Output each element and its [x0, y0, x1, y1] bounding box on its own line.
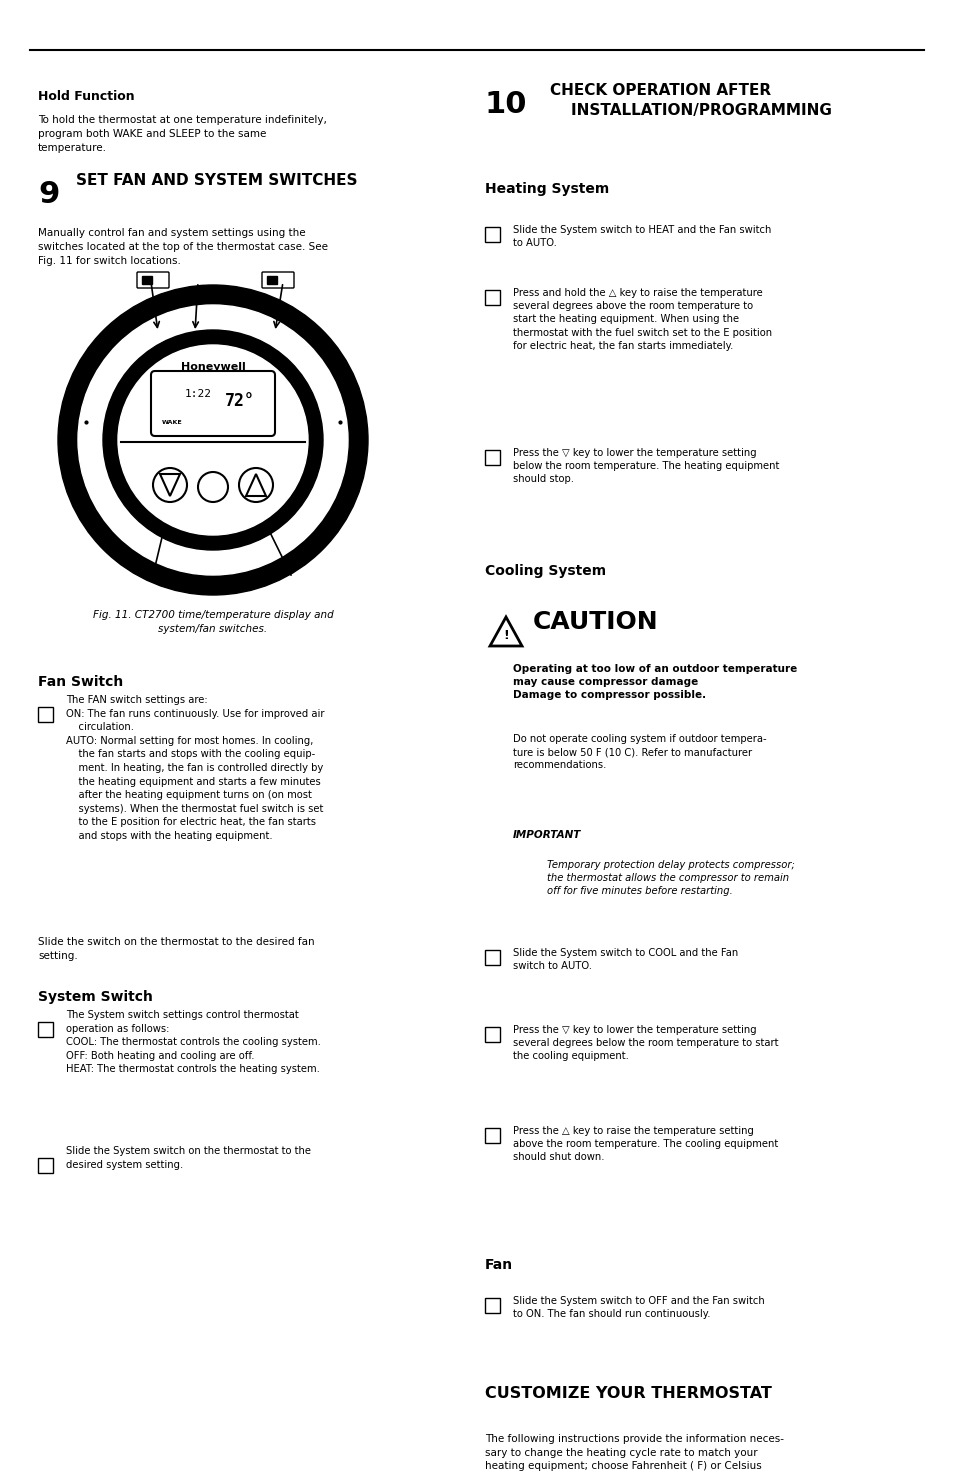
Text: IMPORTANT: IMPORTANT	[513, 830, 580, 839]
FancyBboxPatch shape	[38, 1022, 53, 1037]
FancyBboxPatch shape	[38, 1158, 53, 1173]
Text: CHECK OPERATION AFTER
    INSTALLATION/PROGRAMMING: CHECK OPERATION AFTER INSTALLATION/PROGR…	[550, 83, 831, 118]
Text: CAUTION: CAUTION	[533, 611, 658, 634]
Text: System Switch: System Switch	[38, 990, 152, 1004]
Text: Fan: Fan	[484, 1258, 513, 1271]
Circle shape	[58, 285, 368, 594]
Text: !: !	[502, 628, 508, 642]
Text: Honeywell: Honeywell	[180, 361, 245, 372]
Text: The following instructions provide the information neces-
sary to change the hea: The following instructions provide the i…	[484, 1434, 783, 1475]
FancyBboxPatch shape	[267, 276, 276, 285]
FancyBboxPatch shape	[484, 227, 499, 242]
FancyBboxPatch shape	[484, 450, 499, 465]
FancyBboxPatch shape	[484, 1128, 499, 1143]
FancyBboxPatch shape	[38, 707, 53, 721]
Text: Press and hold the △ key to raise the temperature
several degrees above the room: Press and hold the △ key to raise the te…	[513, 288, 771, 351]
Text: Heating System: Heating System	[484, 181, 609, 196]
Text: The FAN switch settings are:
ON: The fan runs continuously. Use for improved air: The FAN switch settings are: ON: The fan…	[66, 695, 324, 841]
FancyBboxPatch shape	[142, 276, 152, 285]
Text: 72°: 72°	[225, 392, 254, 410]
Text: Press the △ key to raise the temperature setting
above the room temperature. The: Press the △ key to raise the temperature…	[513, 1125, 778, 1162]
Text: Manually control fan and system settings using the
switches located at the top o: Manually control fan and system settings…	[38, 229, 328, 266]
Text: Cooling System: Cooling System	[484, 563, 605, 578]
Text: 9: 9	[38, 180, 59, 209]
Text: Press the ▽ key to lower the temperature setting
below the room temperature. The: Press the ▽ key to lower the temperature…	[513, 448, 779, 484]
Text: Slide the System switch to OFF and the Fan switch
to ON. The fan should run cont: Slide the System switch to OFF and the F…	[513, 1297, 764, 1319]
Text: Slide the System switch on the thermostat to the
desired system setting.: Slide the System switch on the thermosta…	[66, 1146, 311, 1170]
FancyBboxPatch shape	[484, 1298, 499, 1313]
Text: The System switch settings control thermostat
operation as follows:
COOL: The th: The System switch settings control therm…	[66, 1010, 320, 1074]
FancyBboxPatch shape	[137, 271, 169, 288]
Text: Slide the switch on the thermostat to the desired fan
setting.: Slide the switch on the thermostat to th…	[38, 937, 314, 962]
FancyBboxPatch shape	[262, 271, 294, 288]
Text: Do not operate cooling system if outdoor tempera-
ture is below 50 F (10 C). Ref: Do not operate cooling system if outdoor…	[513, 735, 766, 770]
Text: Fan Switch: Fan Switch	[38, 676, 123, 689]
FancyBboxPatch shape	[151, 372, 274, 437]
Circle shape	[118, 345, 308, 535]
FancyBboxPatch shape	[484, 1027, 499, 1041]
Circle shape	[78, 305, 348, 575]
Text: Operating at too low of an outdoor temperature
may cause compressor damage
Damag: Operating at too low of an outdoor tempe…	[513, 664, 797, 701]
Text: Fig. 11. CT2700 time/temperature display and
system/fan switches.: Fig. 11. CT2700 time/temperature display…	[92, 611, 333, 634]
Circle shape	[103, 330, 323, 550]
Text: 1:22: 1:22	[185, 389, 212, 400]
Text: Slide the System switch to HEAT and the Fan switch
to AUTO.: Slide the System switch to HEAT and the …	[513, 226, 771, 248]
FancyBboxPatch shape	[484, 291, 499, 305]
Text: Slide the System switch to COOL and the Fan
switch to AUTO.: Slide the System switch to COOL and the …	[513, 948, 738, 971]
Text: Press the ▽ key to lower the temperature setting
several degrees below the room : Press the ▽ key to lower the temperature…	[513, 1025, 778, 1062]
Text: WAKE: WAKE	[162, 420, 182, 425]
Text: 10: 10	[484, 90, 527, 119]
FancyBboxPatch shape	[484, 950, 499, 965]
Text: To hold the thermostat at one temperature indefinitely,
program both WAKE and SL: To hold the thermostat at one temperatur…	[38, 115, 327, 153]
Text: CUSTOMIZE YOUR THERMOSTAT: CUSTOMIZE YOUR THERMOSTAT	[484, 1386, 771, 1401]
Text: Temporary protection delay protects compressor;
the thermostat allows the compre: Temporary protection delay protects comp…	[546, 860, 794, 897]
Text: Hold Function: Hold Function	[38, 90, 134, 103]
Text: SET FAN AND SYSTEM SWITCHES: SET FAN AND SYSTEM SWITCHES	[76, 173, 357, 187]
